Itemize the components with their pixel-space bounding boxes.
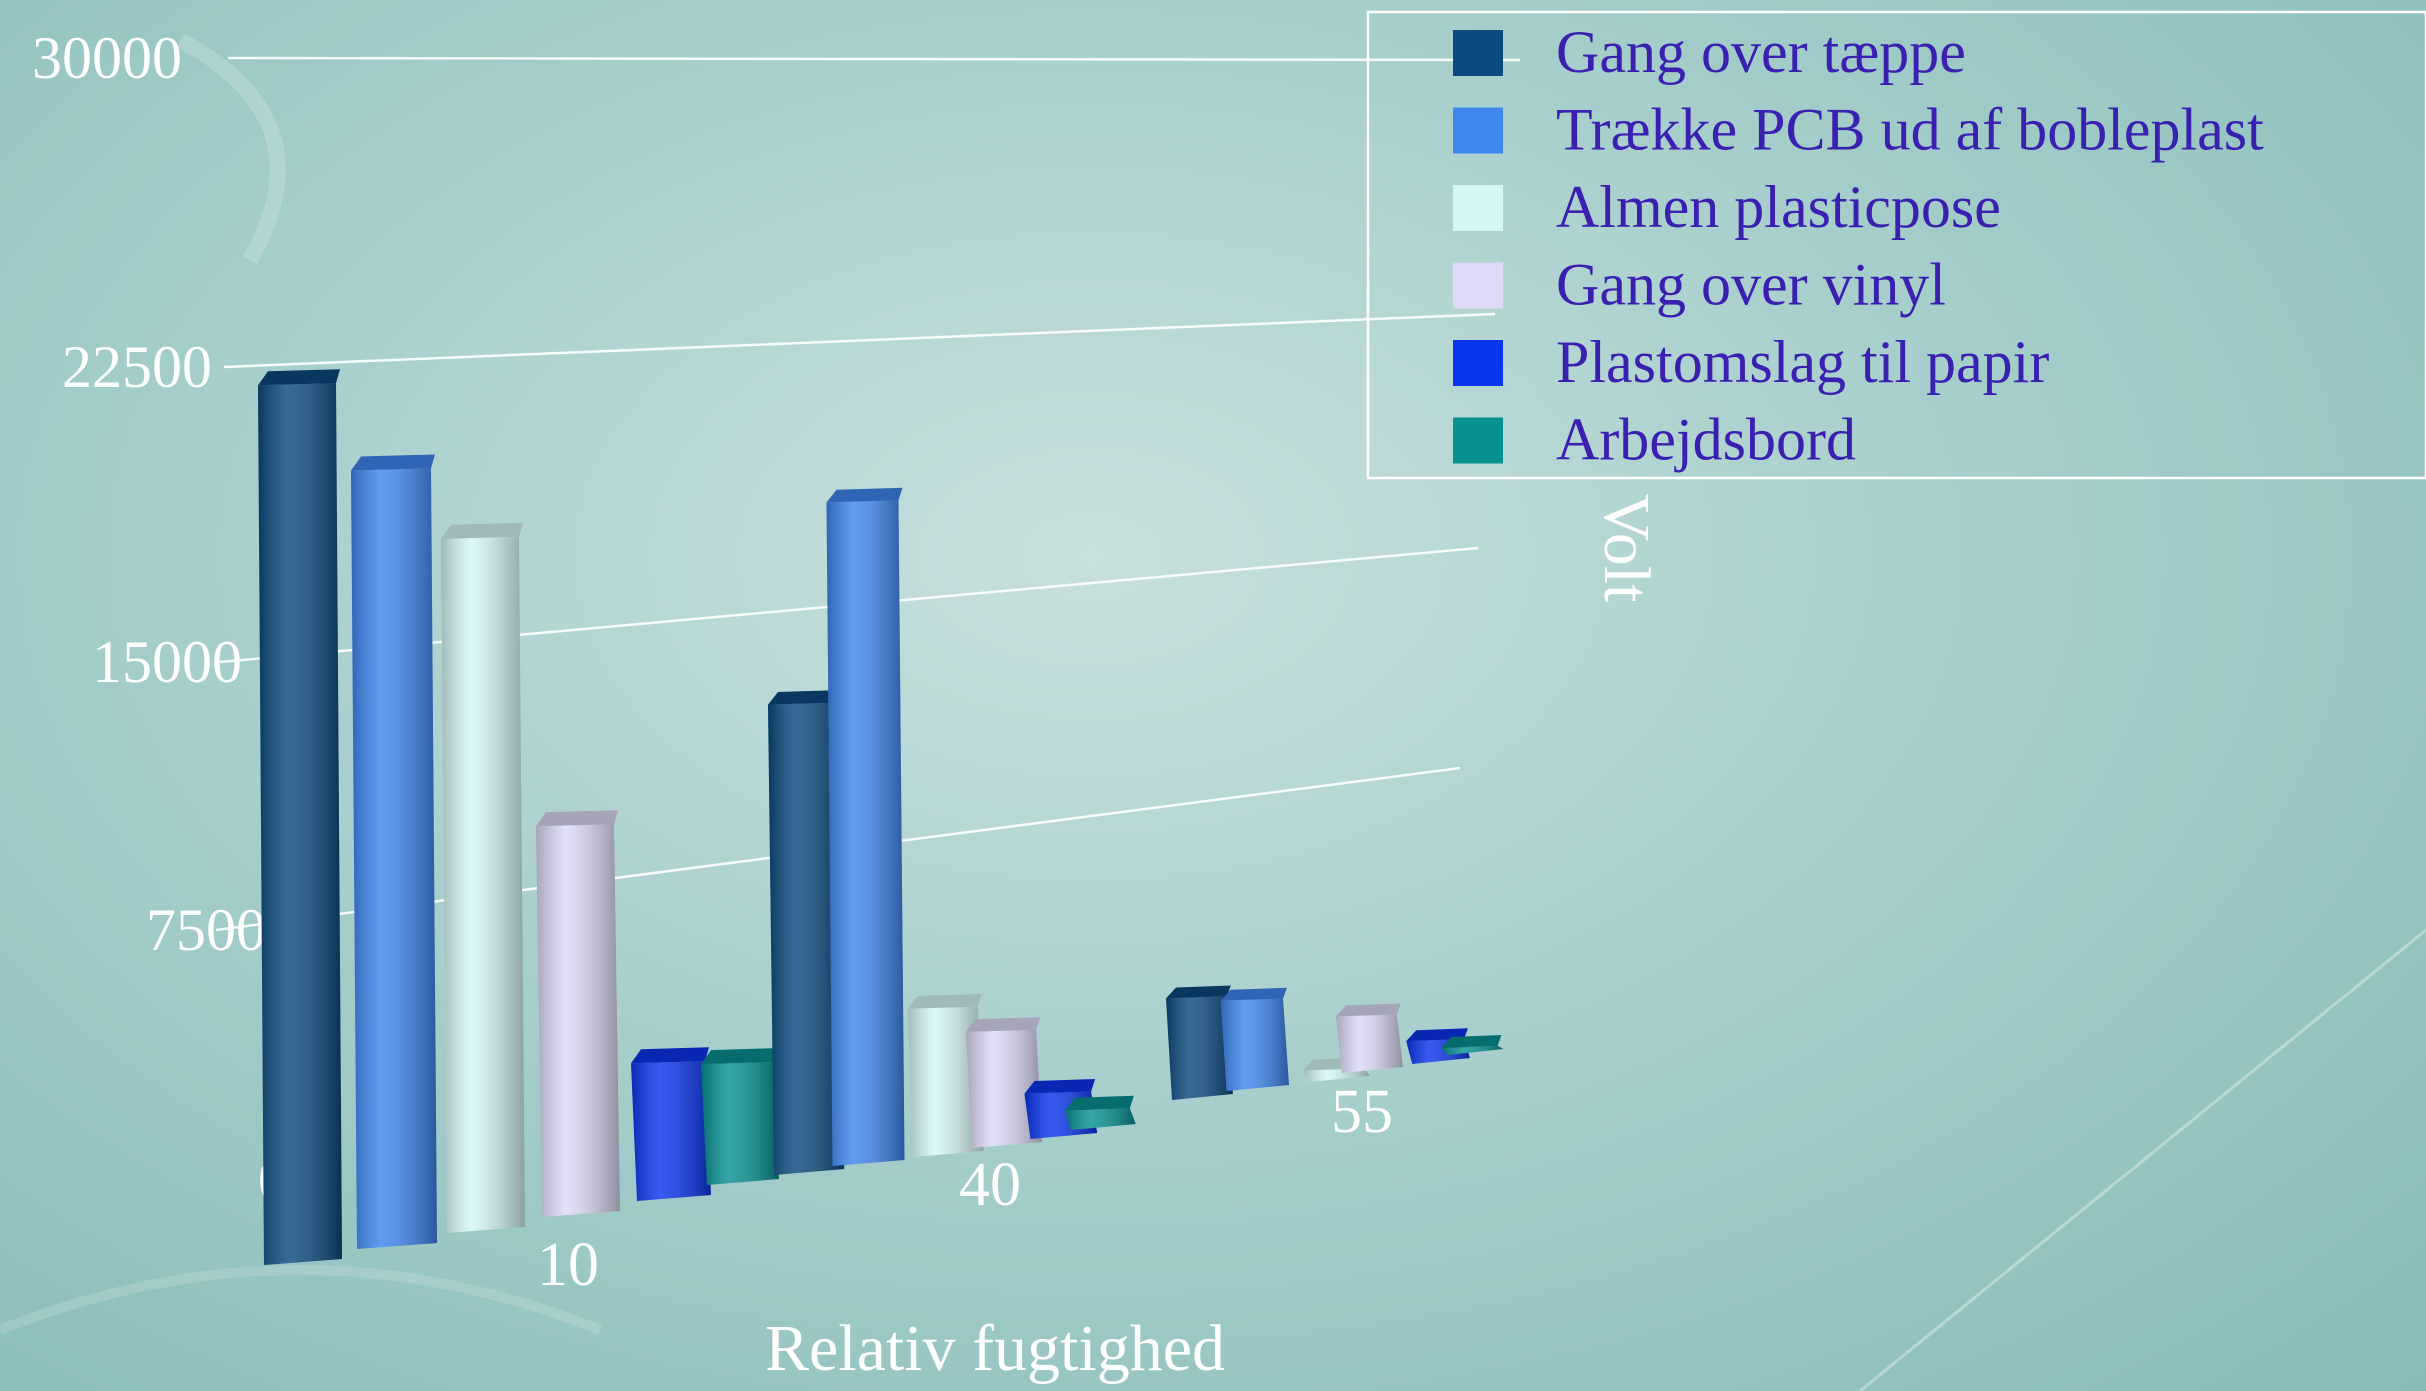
bar-top: [1166, 985, 1231, 999]
bar: [441, 522, 525, 1233]
y-tick-label: 7500: [146, 897, 266, 963]
bar: [351, 454, 437, 1249]
bar-shading: [701, 1062, 779, 1185]
bar-top: [631, 1047, 709, 1064]
bars: [258, 369, 1504, 1266]
gridline: [227, 56, 1521, 62]
bar-top: [1024, 1079, 1096, 1094]
y-tick-label: 30000: [32, 25, 182, 91]
bar-shading: [907, 1006, 984, 1157]
bar-shading: [441, 536, 525, 1233]
bar: [768, 690, 845, 1175]
y-axis-ticks: 07500150002250030000: [32, 25, 288, 1213]
bar: [1441, 1035, 1504, 1055]
bar-top: [1441, 1035, 1502, 1048]
bar-top: [907, 994, 982, 1009]
bar: [1166, 985, 1233, 1100]
bar-top: [1065, 1095, 1134, 1111]
x-axis-title: Relativ fugtighed: [765, 1312, 1225, 1385]
gridline: [223, 312, 1496, 369]
x-category-label: 40: [959, 1151, 1021, 1219]
bar-top: [826, 487, 903, 503]
bar-top: [1220, 987, 1287, 1001]
legend-label: Arbejdsbord: [1556, 407, 1856, 473]
bar-shading: [631, 1061, 711, 1201]
bar-shading: [536, 824, 620, 1217]
bar: [907, 994, 984, 1157]
bar-top: [441, 522, 523, 539]
bar-top: [351, 454, 435, 471]
bar-shading: [1336, 1014, 1403, 1073]
bar: [826, 487, 905, 1166]
bar-shading: [1441, 1045, 1504, 1055]
x-category-label: 55: [1331, 1078, 1393, 1146]
bar: [1065, 1095, 1136, 1130]
legend-swatch: [1453, 340, 1503, 386]
bar-shading: [826, 500, 905, 1166]
y-axis-title: Volt: [1590, 494, 1663, 603]
bar-shading: [966, 1029, 1043, 1148]
bar: [1220, 987, 1289, 1091]
legend-items: Gang over tæppe Trække PCB ud af boblepla…: [1453, 19, 2264, 473]
legend-label: Trække PCB ud af bobleplast: [1556, 97, 2264, 163]
background-decoration: [0, 32, 2426, 1391]
bar-shading: [1065, 1108, 1136, 1130]
legend-swatch: [1453, 417, 1503, 464]
bar: [1336, 1003, 1403, 1073]
legend-label: Plastomslag til papir: [1556, 329, 2049, 395]
bar-shading: [1166, 996, 1233, 1100]
bar-top: [536, 810, 618, 827]
legend-swatch: [1453, 262, 1503, 309]
bar-top: [768, 690, 843, 705]
legend-label: Gang over vinyl: [1556, 252, 1946, 318]
y-tick-label: 22500: [62, 334, 212, 400]
legend-label: Gang over tæppe: [1556, 19, 1966, 85]
legend-swatch: [1453, 30, 1503, 76]
bar-shading: [768, 702, 845, 1175]
bar: [258, 369, 342, 1266]
x-category-label: 10: [537, 1231, 599, 1299]
bar-shading: [1220, 998, 1289, 1091]
legend-swatch: [1453, 107, 1503, 154]
bar-shading: [351, 468, 437, 1249]
bar: [966, 1017, 1043, 1148]
bar: [701, 1048, 779, 1185]
legend-label: Almen plasticpose: [1556, 174, 2001, 240]
bar-shading: [258, 383, 342, 1266]
bar-top: [1336, 1003, 1401, 1017]
legend: Gang over tæppe Trække PCB ud af boblepla…: [1366, 10, 2426, 480]
legend-frame: [1366, 10, 2426, 480]
bar: [631, 1047, 711, 1201]
bar: [536, 810, 620, 1217]
y-tick-label: 15000: [92, 629, 242, 695]
bar-top: [701, 1048, 777, 1065]
x-axis-categories: 10 40 55: [537, 1078, 1393, 1299]
legend-swatch: [1453, 185, 1503, 231]
bar-top: [966, 1017, 1041, 1032]
bar-top: [258, 369, 340, 386]
